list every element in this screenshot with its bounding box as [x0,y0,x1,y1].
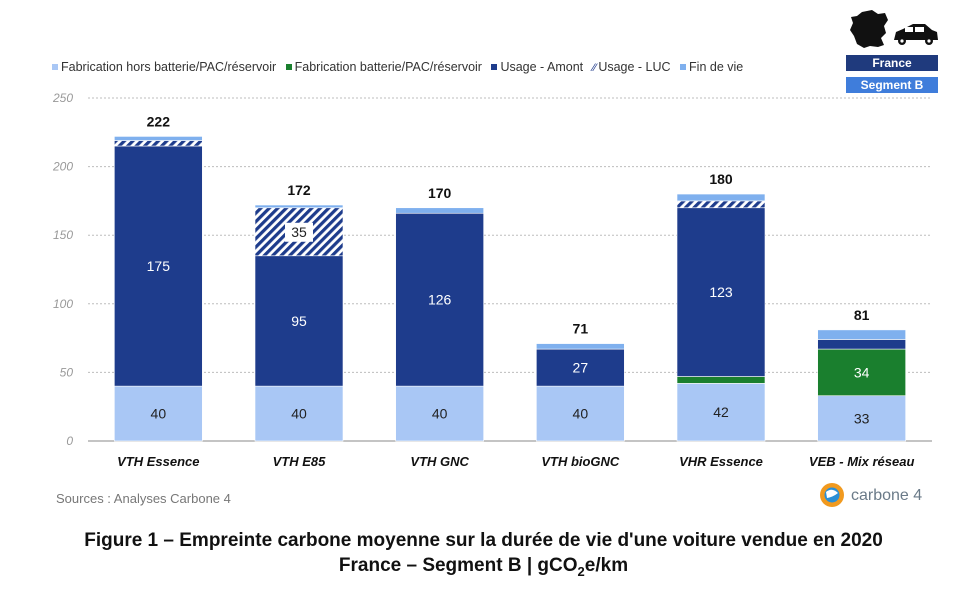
legend-item-fab-batterie: Fabrication batterie/PAC/réservoir [285,60,482,74]
category-label: VTH bioGNC [541,454,620,469]
data-label: 33 [854,410,870,426]
total-label: 170 [428,185,452,201]
figure-title-line2-main: France – Segment B | gCO [338,555,578,576]
sources-note: Sources : Analyses Carbone 4 [56,491,231,506]
y-tick-label: 250 [52,91,73,105]
bar-segment [676,200,766,209]
data-label: 27 [573,360,589,376]
legend-item-fab-hors-batterie: Fabrication hors batterie/PAC/réservoir [52,60,276,74]
bar-segment [676,383,766,442]
data-label-bg [285,222,313,242]
france-car-icons [850,10,938,48]
y-tick-label: 50 [60,365,74,379]
total-label: 71 [573,321,589,337]
category-label: VTH E85 [273,454,327,469]
bar-segment [536,343,625,350]
data-label: 95 [291,313,307,329]
figure-title-line1: Figure 1 – Empreinte carbone moyenne sur… [84,530,883,551]
car-icon [894,24,938,45]
legend: Fabrication hors batterie/PAC/réservoir … [52,60,749,74]
logo-text: carbone 4 [851,487,923,504]
figure-title-subscript: 2 [577,563,585,579]
legend-swatch [491,63,498,70]
legend-hatch-icon: ⁄⁄ [592,62,597,74]
data-label: 40 [432,406,448,422]
data-label: 126 [428,292,452,308]
data-label: 35 [291,224,307,240]
data-label: 40 [151,406,167,422]
category-label: VEB - Mix réseau [809,454,915,469]
y-tick-label: 0 [66,434,73,448]
bar-segment [536,385,625,442]
total-label: 222 [147,113,171,129]
total-label: 172 [287,182,311,198]
category-label: VTH GNC [410,454,469,469]
bar-segment [114,136,203,141]
data-label: 34 [854,364,870,380]
bar-segment [254,385,344,442]
legend-item-usage-luc: ⁄⁄ Usage - LUC [592,60,671,74]
bar-segment [114,140,203,147]
y-tick-label: 100 [53,297,73,311]
bar-segment [676,193,766,202]
legend-swatch [680,63,687,70]
figure-title-line2-unit: e/km [584,555,629,576]
country-badge: France [846,55,938,71]
category-label: VHR Essence [679,454,763,469]
data-label: 123 [709,284,733,300]
total-label: 81 [854,307,870,323]
data-label: 175 [147,258,171,274]
total-label: 180 [709,171,733,187]
bar-segment [254,204,344,209]
bar-segment [817,329,906,340]
data-label: 40 [573,406,589,422]
carbone4-logo-icon [820,483,844,507]
y-tick-label: 200 [52,160,73,174]
bar-segment [817,395,906,442]
bar-segment [395,207,484,214]
legend-swatch [285,63,292,70]
legend-swatch [52,63,58,70]
bar-segment [395,385,484,442]
legend-item-fin-de-vie: Fin de vie [680,60,743,74]
category-label: VTH Essence [117,454,199,469]
bar-segment [817,339,906,350]
legend-item-usage-amont: Usage - Amont [491,60,583,74]
france-map-icon [850,10,888,48]
figure-title-line2: France – Segment B | gCO2e/km [0,555,967,579]
bar-segment [676,376,766,384]
bar-segment [254,255,344,387]
data-label: 40 [291,406,307,422]
y-tick-label: 150 [53,228,73,242]
bar-segment [536,348,625,387]
segment-badge: Segment B [846,77,938,93]
data-label: 42 [713,404,729,420]
bar-segment [395,212,484,387]
bar-segment [114,385,203,442]
bar-segment [676,207,766,377]
